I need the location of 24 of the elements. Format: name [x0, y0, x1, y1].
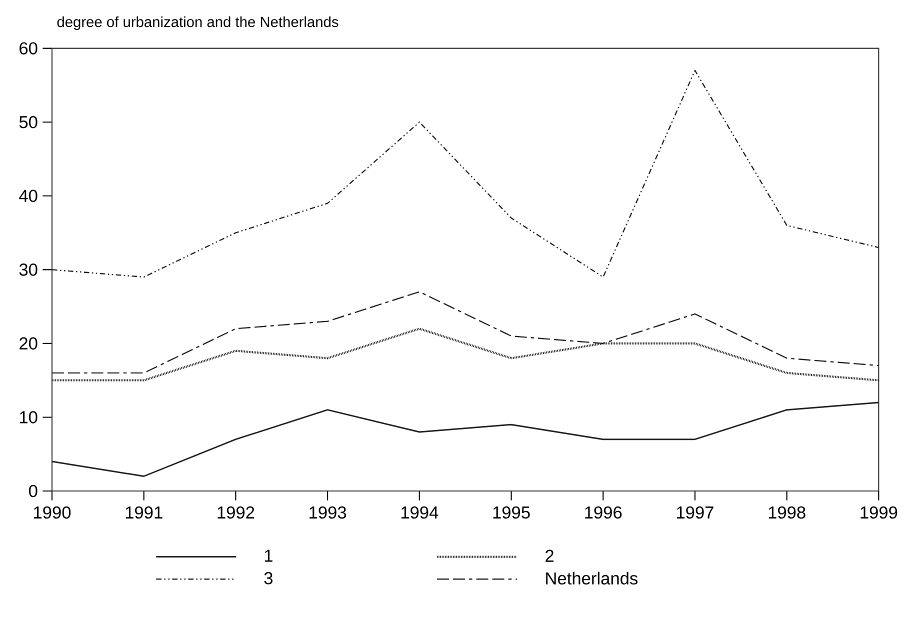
line-series: [52, 402, 879, 477]
y-tick-label: 0: [29, 484, 38, 498]
y-tick-label: 30: [19, 264, 38, 276]
x-tick-label: 1995: [493, 506, 530, 519]
legend-label: Netherlands: [546, 572, 638, 585]
x-tick-label: 1992: [218, 506, 254, 519]
x-tick-label: 1996: [585, 506, 622, 519]
legend-label: 1: [264, 550, 272, 562]
x-tick-label: 1994: [401, 506, 438, 519]
line-series: [52, 70, 879, 278]
chart-title: degree of urbanization and the Netherlands: [57, 16, 338, 30]
x-tick-label: 1990: [34, 506, 71, 519]
legend-label: 3: [264, 572, 272, 584]
y-tick-label: 50: [19, 116, 38, 128]
y-tick-label: 20: [20, 337, 38, 350]
x-tick-label: 1999: [860, 506, 898, 519]
y-tick-label: 60: [20, 42, 38, 54]
legend-label: 2: [546, 550, 554, 562]
x-tick-label: 1993: [310, 506, 346, 519]
y-tick-label: 10: [20, 411, 38, 424]
x-tick-label: 1998: [768, 506, 806, 519]
x-tick-label: 1997: [677, 506, 714, 519]
y-tick-label: 40: [19, 190, 38, 202]
x-tick-label: 1991: [126, 506, 162, 519]
